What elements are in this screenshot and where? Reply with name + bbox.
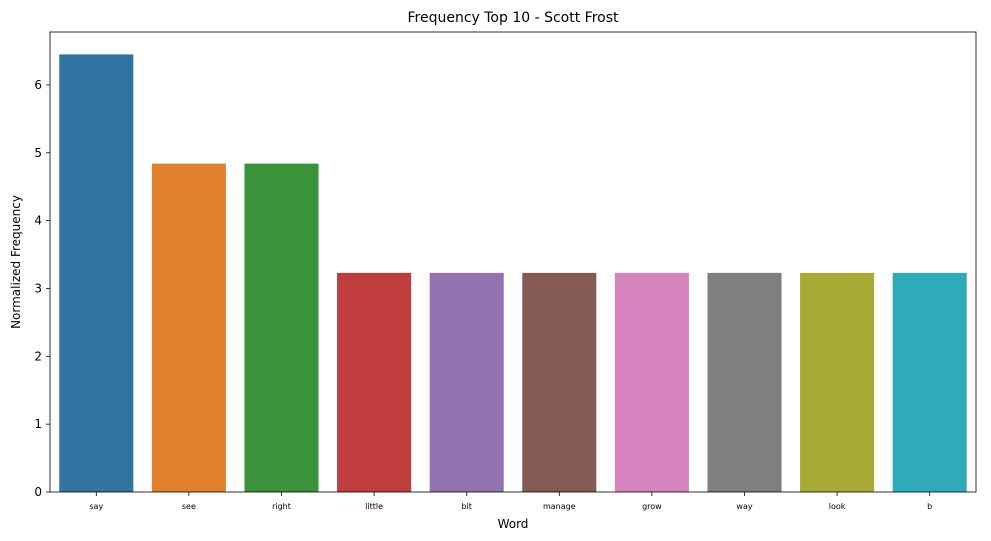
bar-b (892, 272, 967, 492)
bar-little (337, 272, 412, 492)
x-tick-label: manage (543, 502, 576, 511)
x-tick-label: see (182, 502, 196, 511)
x-tick-label: way (736, 502, 752, 511)
y-tick-label: 6 (34, 78, 42, 92)
bar-right (244, 163, 319, 492)
y-tick-label: 0 (34, 485, 42, 499)
chart-title: Frequency Top 10 - Scott Frost (407, 10, 619, 26)
y-axis-label: Normalized Frequency (9, 195, 23, 329)
x-tick-label: little (365, 502, 383, 511)
bar-bit (429, 272, 504, 492)
bars-group (59, 54, 967, 492)
bar-see (151, 163, 226, 492)
y-axis-ticks: 0 1 2 3 4 5 6 (34, 78, 50, 499)
x-tick-label: bit (461, 502, 471, 511)
x-tick-label: say (89, 502, 103, 511)
plot-frame (49, 31, 977, 493)
bar-grow (614, 272, 689, 492)
x-axis-ticks: say see right little bit manage grow way look b (89, 492, 932, 511)
bar-manage (522, 272, 597, 492)
bar-way (707, 272, 782, 492)
y-tick-label: 4 (34, 214, 42, 228)
x-tick-label: right (272, 502, 291, 511)
y-tick-label: 2 (34, 349, 42, 363)
y-tick-label: 5 (34, 146, 42, 160)
bar-look (800, 272, 875, 492)
y-tick-label: 1 (34, 417, 42, 431)
y-tick-label: 3 (34, 281, 42, 295)
x-tick-label: grow (642, 502, 662, 511)
x-axis-label: Word (498, 517, 529, 531)
bar-say (59, 54, 134, 492)
x-tick-label: look (829, 502, 846, 511)
x-tick-label: b (927, 502, 932, 511)
